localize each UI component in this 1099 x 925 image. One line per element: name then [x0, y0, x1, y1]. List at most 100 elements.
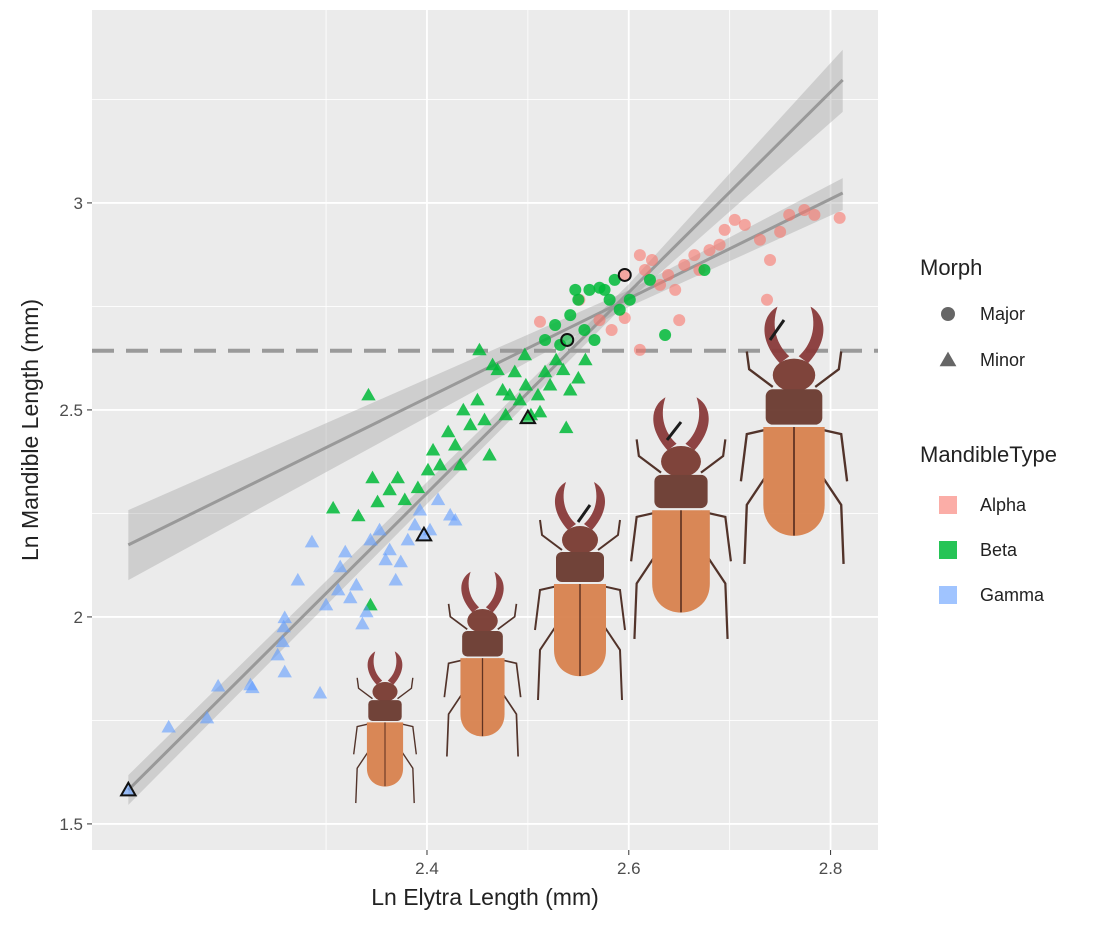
- point: [456, 402, 471, 416]
- point: [669, 283, 682, 296]
- point: [277, 664, 292, 678]
- point: [569, 283, 582, 296]
- point: [430, 492, 446, 506]
- y-tick-label: 3: [74, 194, 83, 213]
- point: [507, 364, 522, 378]
- x-tick-label: 2.8: [819, 859, 843, 878]
- legend-swatch: [939, 586, 957, 604]
- point: [407, 517, 423, 531]
- point: [623, 293, 636, 306]
- point: [420, 462, 436, 476]
- x-tick-label: 2.4: [415, 859, 439, 878]
- point: [588, 333, 601, 346]
- point: [318, 597, 334, 611]
- point: [470, 392, 485, 406]
- legend-label: Minor: [980, 350, 1025, 370]
- point: [603, 293, 616, 306]
- point: [498, 407, 513, 421]
- legend-swatch: [939, 496, 957, 514]
- point: [361, 387, 376, 401]
- fit-line: [127, 78, 844, 792]
- legend-label: Major: [980, 304, 1025, 324]
- point: [583, 283, 596, 296]
- point: [713, 238, 726, 251]
- legend: Major Minor Alpha Beta Gamma: [939, 304, 1045, 605]
- point: [432, 457, 448, 471]
- point: [393, 554, 408, 568]
- point: [608, 273, 621, 286]
- point: [390, 470, 405, 484]
- point: [448, 512, 463, 526]
- confidence-band: [128, 49, 843, 805]
- y-tick-label: 1.5: [59, 815, 83, 834]
- point: [199, 710, 215, 724]
- point: [638, 263, 651, 276]
- point: [593, 314, 606, 327]
- point: [330, 582, 346, 596]
- point: [351, 508, 366, 522]
- beetle-photos: [352, 305, 849, 804]
- point: [703, 244, 716, 257]
- point: [119, 780, 138, 797]
- point: [571, 370, 586, 384]
- point: [560, 332, 575, 347]
- point: [833, 211, 846, 224]
- point: [728, 213, 741, 226]
- point: [355, 616, 370, 630]
- point: [276, 619, 291, 633]
- point: [688, 249, 701, 262]
- legend-swatch: [939, 541, 957, 559]
- point: [425, 442, 441, 456]
- point: [533, 315, 546, 328]
- y-axis-title: Ln Mandible Length (mm): [17, 299, 43, 561]
- point: [808, 208, 821, 221]
- point: [502, 387, 517, 401]
- point: [495, 382, 510, 396]
- point: [472, 342, 487, 356]
- point: [382, 542, 397, 556]
- point: [304, 534, 320, 548]
- y-tick-label: 2: [74, 608, 83, 627]
- point: [633, 343, 646, 356]
- point: [477, 412, 492, 426]
- point: [290, 572, 306, 586]
- point: [662, 268, 675, 281]
- point: [718, 223, 731, 236]
- point: [349, 577, 364, 591]
- point: [370, 494, 385, 508]
- point: [453, 457, 468, 471]
- legend-label: Alpha: [980, 495, 1027, 515]
- point: [245, 680, 260, 694]
- point: [270, 647, 285, 661]
- point: [572, 293, 585, 306]
- point: [410, 480, 426, 494]
- point: [783, 208, 796, 221]
- point: [774, 225, 787, 238]
- point: [643, 273, 656, 286]
- y-tick-label: 2.5: [59, 401, 83, 420]
- point: [530, 387, 546, 401]
- point: [698, 263, 711, 276]
- point: [210, 678, 226, 692]
- point: [397, 492, 412, 506]
- x-axis-title: Ln Elytra Length (mm): [371, 884, 599, 910]
- point: [761, 293, 774, 306]
- point: [412, 502, 428, 516]
- point: [605, 324, 618, 337]
- point: [518, 377, 534, 391]
- point: [537, 364, 553, 378]
- point: [382, 482, 397, 496]
- point: [555, 362, 571, 376]
- point: [659, 328, 672, 341]
- point: [645, 254, 658, 267]
- point: [378, 552, 393, 566]
- point: [548, 352, 564, 366]
- point: [941, 307, 955, 321]
- grid: [92, 10, 878, 850]
- point: [798, 203, 811, 216]
- point: [539, 333, 552, 346]
- point: [485, 357, 500, 371]
- point: [738, 218, 751, 231]
- point: [549, 319, 562, 332]
